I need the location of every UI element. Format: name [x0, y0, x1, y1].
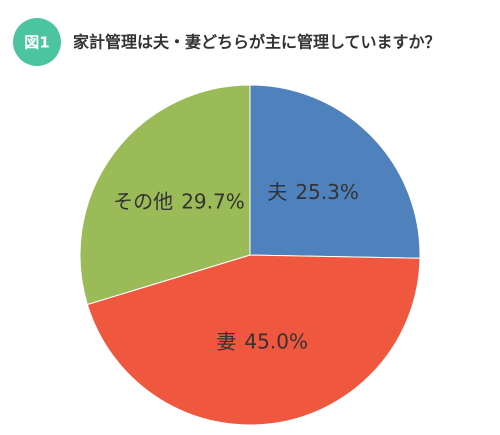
- slice-value: 29.7%: [181, 189, 245, 213]
- slice-value: 45.0%: [244, 329, 308, 353]
- badge: 図1: [24, 34, 49, 52]
- pie-slice: [249, 84, 421, 259]
- data-label: 妻 45.0%: [216, 329, 308, 353]
- slice-category: その他: [113, 189, 173, 213]
- pie-slice: [86, 254, 421, 426]
- slice-value: 25.3%: [295, 180, 359, 204]
- data-label: その他 29.7%: [113, 189, 245, 213]
- slice-category: 妻: [216, 329, 236, 353]
- pie-slice: [79, 84, 251, 306]
- slice-category: 夫: [267, 180, 287, 204]
- chart-title: 家計管理は夫・妻どちらが主に管理していますか？: [73, 33, 441, 52]
- badge-circle: [13, 18, 61, 66]
- data-label: 夫 25.3%: [267, 180, 359, 204]
